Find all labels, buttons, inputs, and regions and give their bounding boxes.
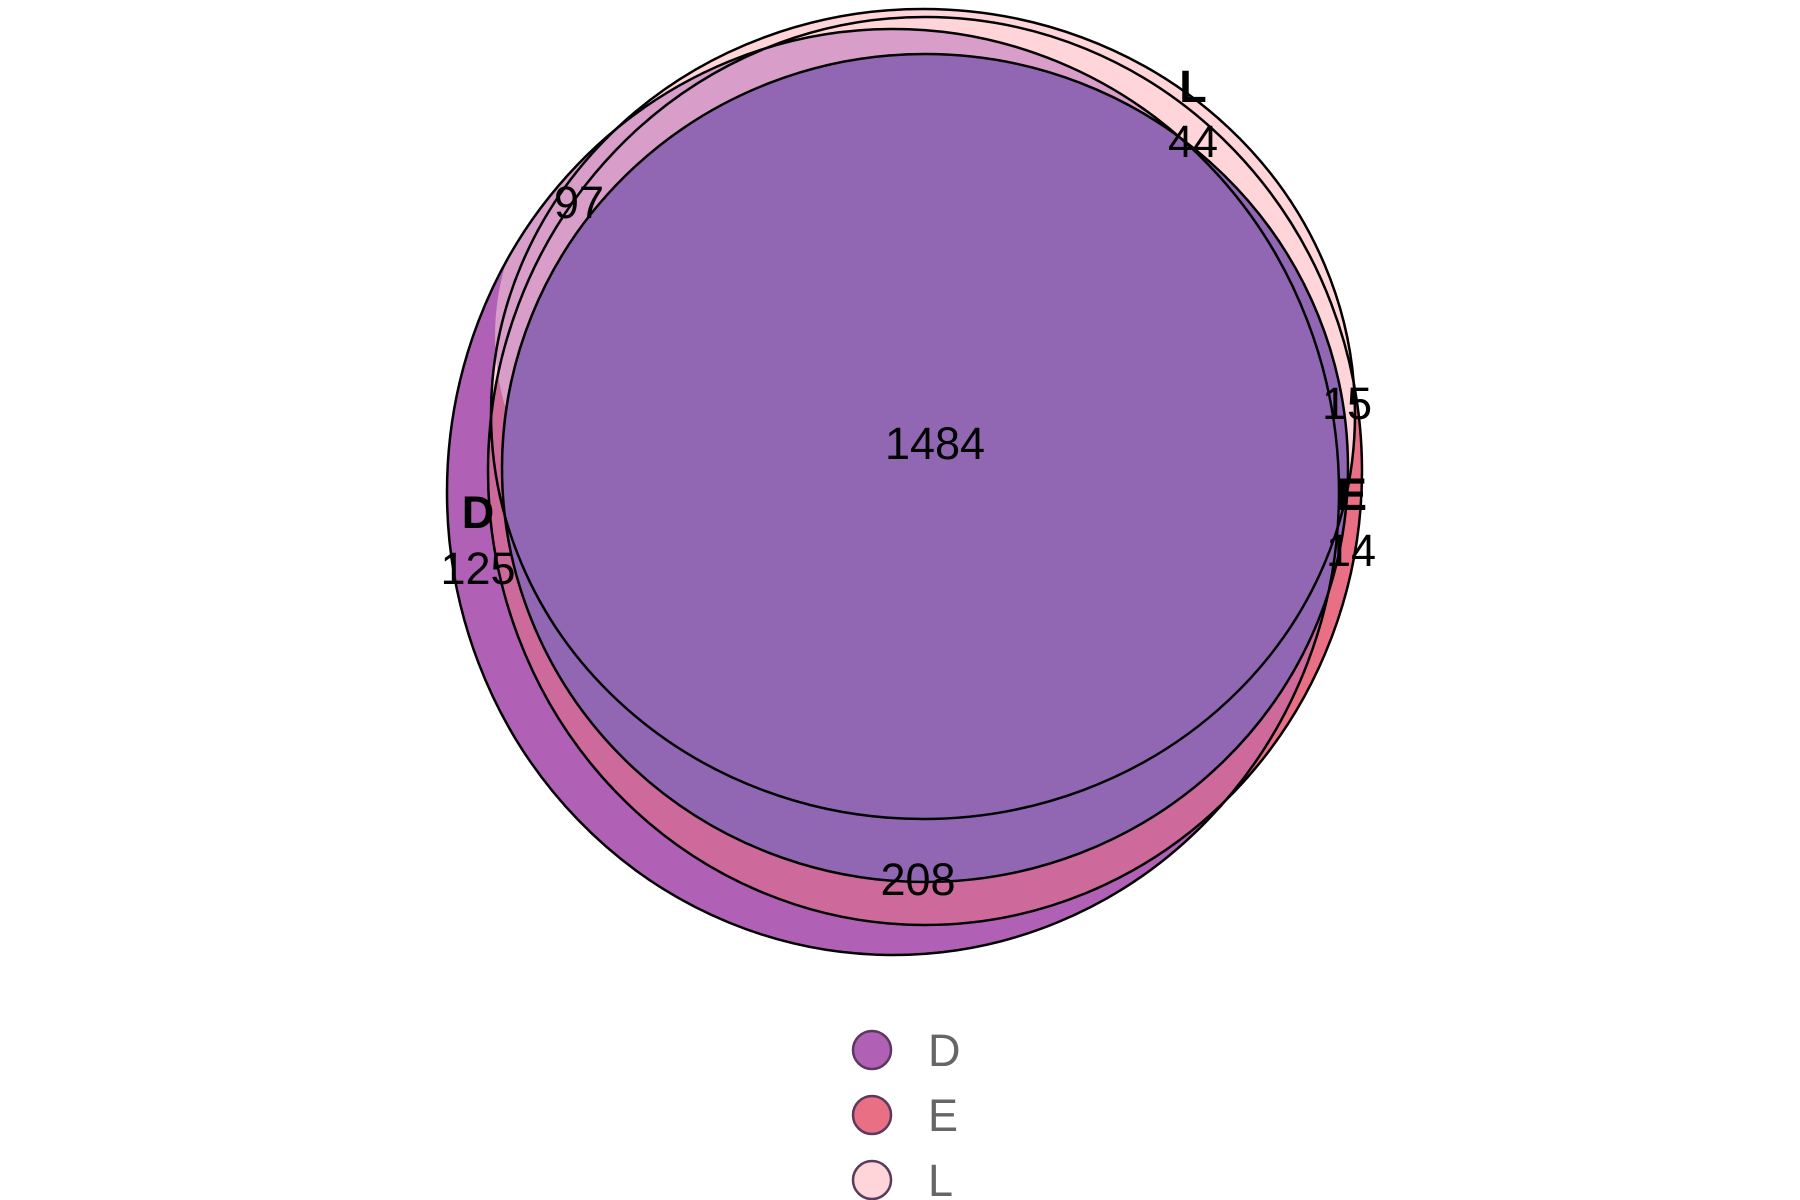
- count-d-e-l: 1484: [885, 418, 985, 469]
- set-e-outline: [486, 15, 1364, 927]
- legend-item-l: L: [851, 1155, 953, 1200]
- legend-label-l: L: [928, 1155, 953, 1200]
- legend-item-e: E: [851, 1090, 958, 1141]
- overlap-d-e-l: [502, 54, 1348, 882]
- set-label-l: L: [1179, 61, 1207, 112]
- inner-outline: [500, 52, 1350, 884]
- legend-key-e: [851, 1094, 893, 1136]
- set-label-e: E: [1337, 469, 1367, 520]
- legend: D E L: [851, 1025, 961, 1200]
- count-l-only: 44: [1168, 116, 1218, 167]
- legend-key-d: [851, 1029, 893, 1071]
- count-d-l: 97: [554, 177, 604, 228]
- legend-label-d: D: [928, 1025, 961, 1076]
- legend-item-d: D: [851, 1025, 961, 1076]
- legend-label-e: E: [928, 1090, 958, 1141]
- set-d-outline: [445, 27, 1341, 957]
- count-e-l: 15: [1322, 378, 1372, 429]
- set-l-outline: [489, 7, 1357, 821]
- count-e-only: 14: [1326, 525, 1376, 576]
- count-d-only: 125: [440, 543, 515, 594]
- count-d-e: 208: [880, 854, 955, 905]
- set-label-d: D: [462, 487, 495, 538]
- legend-key-l: [851, 1159, 893, 1200]
